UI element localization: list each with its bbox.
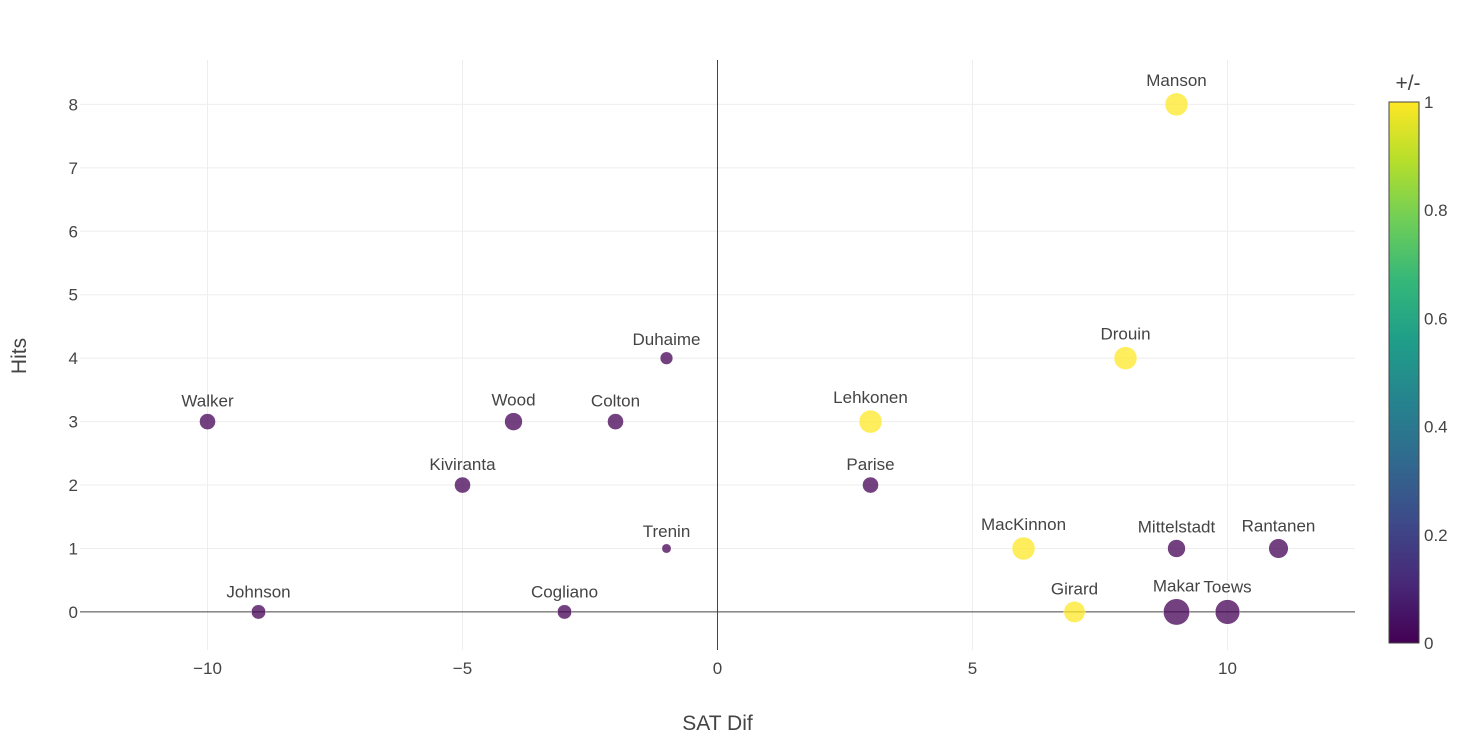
scatter-point <box>862 476 879 494</box>
point-label: Cogliano <box>531 583 598 602</box>
colorbar-tick-label: 0.8 <box>1424 201 1448 220</box>
scatter-point <box>1163 598 1190 626</box>
scatter-point <box>557 604 572 620</box>
scatter-point <box>251 604 266 620</box>
scatter-point <box>661 543 672 554</box>
colorbar-tick-label: 0 <box>1424 634 1433 653</box>
point-label: MacKinnon <box>981 515 1066 534</box>
y-tick-label: 2 <box>69 476 78 495</box>
y-tick-label: 0 <box>69 603 78 622</box>
point-label: Girard <box>1051 579 1098 598</box>
colorbar-ticks: 0 0.2 0.4 0.6 0.8 1 <box>1424 93 1448 653</box>
x-tick-label: −10 <box>193 659 222 678</box>
data-points <box>199 92 1289 626</box>
y-tick-label: 1 <box>69 539 78 558</box>
colorbar-tick-label: 0.4 <box>1424 418 1448 437</box>
point-label: Makar <box>1153 577 1201 596</box>
colorbar-gradient <box>1388 101 1420 644</box>
point-label: Drouin <box>1100 325 1150 344</box>
scatter-point <box>1268 538 1289 559</box>
colorbar-title: +/- <box>1395 72 1420 95</box>
x-tick-label: 10 <box>1218 659 1237 678</box>
scatter-point <box>1214 599 1241 625</box>
tick-labels: −10 −5 0 5 10 0 1 2 3 4 5 6 7 8 <box>69 95 1237 678</box>
point-label: Trenin <box>643 522 691 541</box>
point-label: Colton <box>591 392 640 411</box>
scatter-point <box>1113 346 1138 370</box>
scatter-point <box>659 351 674 365</box>
point-label: Rantanen <box>1242 517 1316 536</box>
point-label: Toews <box>1203 578 1251 597</box>
scatter-point <box>1167 539 1186 558</box>
y-tick-label: 8 <box>69 95 78 114</box>
point-label: Kiviranta <box>429 455 496 474</box>
point-label: Wood <box>491 391 535 410</box>
x-tick-label: −5 <box>453 659 472 678</box>
colorbar-tick-label: 1 <box>1424 93 1433 112</box>
point-label: Lehkonen <box>833 388 908 407</box>
scatter-point <box>1063 601 1086 623</box>
scatter-point <box>1164 92 1189 117</box>
scatter-point <box>504 412 523 431</box>
y-axis-title: Hits <box>8 338 31 374</box>
point-labels: Manson Drouin Duhaime Walker Wood Colton Lehko… <box>181 71 1315 602</box>
point-label: Parise <box>846 455 894 474</box>
x-tick-label: 0 <box>713 659 722 678</box>
x-axis-title: SAT Dif <box>682 712 753 734</box>
y-tick-label: 5 <box>69 286 78 305</box>
scatter-point <box>607 413 624 430</box>
point-label: Manson <box>1146 71 1206 90</box>
scatter-point <box>454 476 471 494</box>
scatter-point <box>199 413 216 430</box>
axes <box>80 60 1355 650</box>
x-tick-label: 5 <box>968 659 977 678</box>
point-label: Walker <box>181 392 234 411</box>
scatter-point <box>1011 536 1036 561</box>
colorbar-tick-label: 0.2 <box>1424 526 1448 545</box>
y-tick-label: 4 <box>69 349 78 368</box>
point-label: Mittelstadt <box>1138 518 1216 537</box>
colorbar-tick-label: 0.6 <box>1424 309 1448 328</box>
y-tick-label: 7 <box>69 159 78 178</box>
colorbar: +/- 0 0.2 0.4 0.6 0.8 1 <box>1388 72 1448 653</box>
point-label: Johnson <box>226 583 290 602</box>
scatter-point <box>858 409 883 434</box>
point-label: Duhaime <box>632 330 700 349</box>
y-tick-label: 3 <box>69 413 78 432</box>
y-tick-label: 6 <box>69 222 78 241</box>
